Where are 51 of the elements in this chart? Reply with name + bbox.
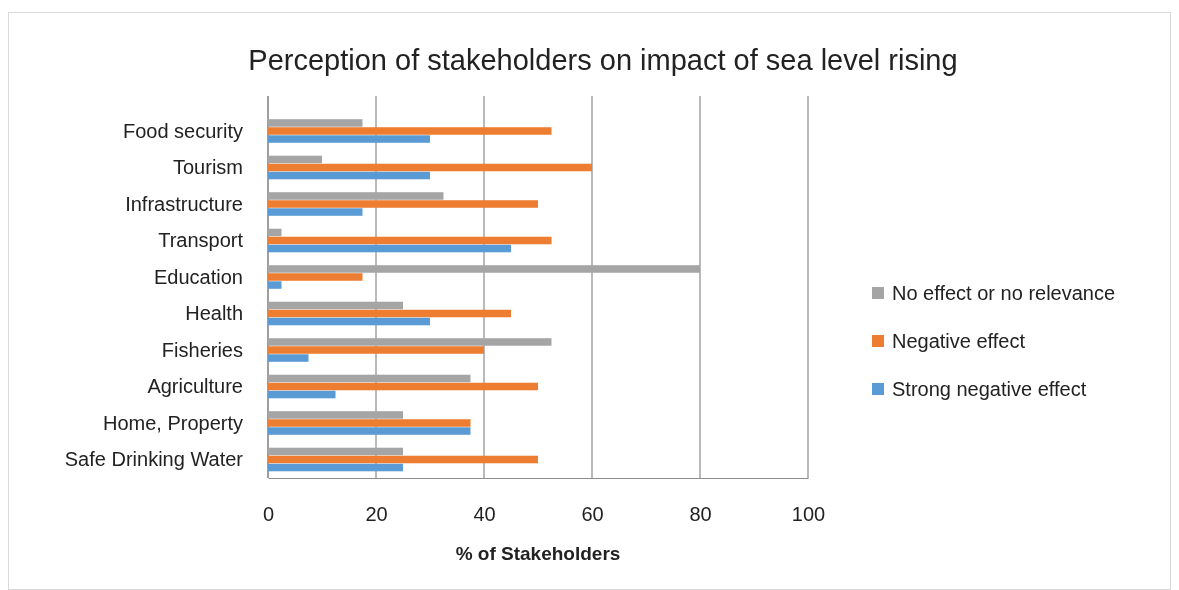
bar (268, 419, 471, 427)
bar (268, 346, 484, 354)
bar (268, 171, 430, 180)
bar (268, 374, 471, 383)
bar (268, 309, 511, 318)
bar (268, 163, 592, 172)
x-tick-label: 40 (473, 503, 496, 526)
x-tick-label: 0 (262, 503, 275, 526)
y-tick-label: Fisheries (161, 338, 243, 361)
y-tick-label: Tourism (172, 156, 243, 179)
y-tick-label: Education (154, 265, 243, 288)
bar (268, 281, 282, 289)
bar (268, 228, 282, 237)
y-tick-label: Safe Drinking Water (64, 448, 244, 471)
bar (268, 317, 430, 326)
bar (268, 390, 336, 399)
bar (268, 155, 322, 164)
bar (268, 236, 552, 245)
bar (268, 338, 552, 346)
x-tick-label: 20 (365, 503, 388, 526)
bar (268, 273, 363, 281)
y-tick-label: Infrastructure (125, 192, 243, 215)
bar (268, 200, 538, 208)
bar (268, 301, 403, 310)
bar (268, 244, 511, 253)
x-tick-label: 80 (689, 503, 712, 526)
bar (268, 463, 403, 472)
bar (268, 411, 403, 419)
bar (268, 265, 700, 273)
bar (268, 455, 538, 464)
y-tick-label: Health (185, 302, 243, 325)
bar (268, 382, 538, 391)
y-tick-label: Food security (122, 119, 243, 142)
x-tick-label: 60 (581, 503, 604, 526)
bar (268, 192, 444, 200)
bar (268, 208, 363, 216)
legend-label: Strong negative effect (892, 378, 1087, 400)
x-axis-title: % of Stakeholders (455, 543, 621, 564)
y-tick-label: Transport (158, 229, 244, 252)
bar (268, 427, 471, 435)
chart-title: Perception of stakeholders on impact of sea level rising (248, 44, 958, 76)
bar (268, 354, 309, 362)
bar (268, 135, 430, 143)
bar (268, 127, 552, 135)
y-tick-label: Home, Property (102, 411, 243, 434)
y-tick-label: Agriculture (147, 375, 243, 398)
bar (268, 119, 363, 127)
legend-label: No effect or no relevance (892, 282, 1116, 304)
legend-label: Negative effect (892, 330, 1026, 352)
bar (268, 447, 403, 456)
x-tick-label: 100 (791, 503, 826, 526)
